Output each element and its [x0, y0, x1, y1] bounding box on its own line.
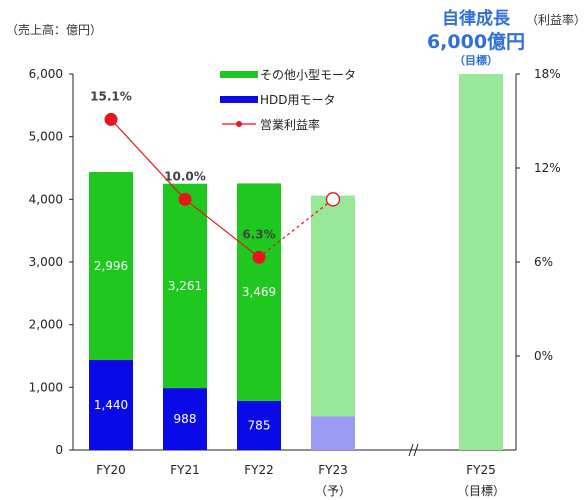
bar-other-motors	[459, 74, 503, 450]
axis-break-mark	[408, 443, 414, 457]
headline-note: （目標）	[454, 53, 498, 67]
right-unit-label: （利益率）	[526, 12, 586, 27]
margin-value-label: 15.1%	[90, 89, 132, 103]
x-tick-label: FY23	[318, 463, 348, 477]
axis-break-mark	[413, 443, 419, 457]
bar-hdd-motors	[89, 359, 133, 450]
x-tick-sublabel: （予）	[315, 484, 351, 498]
margin-line: 15.1% 10.0% 6.3%	[90, 89, 341, 264]
margin-value-label: 10.0%	[164, 169, 206, 183]
x-tick-label: FY20	[96, 463, 126, 477]
margin-point	[178, 192, 192, 206]
y2-tick-label: 18%	[534, 67, 561, 81]
bar-hdd-motors	[311, 416, 355, 450]
margin-value-label: 6.3%	[242, 227, 275, 241]
bar-hdd-motors	[163, 388, 207, 450]
margin-point-forecast	[325, 192, 341, 207]
bar-value-label: 3,261	[168, 279, 202, 293]
bar-value-label: 2,996	[94, 259, 128, 273]
legend-label-other-motors: その他小型モータ	[260, 68, 356, 82]
y-tick-label: 1,000	[29, 380, 63, 394]
bar-other-motors	[163, 183, 207, 389]
y-tick-label: 4,000	[29, 192, 63, 206]
x-tick-sublabel: （目標）	[457, 484, 505, 498]
headline-value: 6,000億円	[427, 30, 525, 53]
x-axis-labels: FY20 FY21 FY22 FY23 （予） FY25 （目標）	[96, 463, 505, 498]
bar-other-motors	[237, 183, 281, 401]
y2-tick-label: 6%	[534, 255, 553, 269]
legend-swatch-hdd-motors	[220, 96, 258, 103]
bar-hdd-motors	[237, 400, 281, 450]
x-tick-label: FY25	[466, 463, 496, 477]
y2-tick-label: 0%	[534, 349, 553, 363]
legend-label-margin: 営業利益率	[260, 117, 320, 132]
bar-value-label: 988	[174, 412, 197, 426]
bar-value-label: 785	[248, 418, 271, 432]
segment-labels: 1,440 2,996 988 3,261 785 3,469	[94, 259, 276, 433]
legend-marker-margin	[236, 121, 242, 127]
margin-line-segment	[184, 198, 260, 258]
legend-swatch-other-motors	[220, 71, 258, 78]
margin-point	[252, 250, 266, 264]
y2-tick-label: 12%	[534, 161, 561, 175]
unit-label: （売上高：億円）	[6, 22, 102, 37]
margin-line-segment	[110, 119, 186, 200]
axes: 0 1,000 2,000 3,000 4,000 5,000 6,000 0% 6% 12% 18…	[29, 67, 561, 457]
x-tick-label: FY21	[170, 463, 200, 477]
margin-point	[104, 112, 118, 126]
bar-value-label: 1,440	[94, 398, 128, 412]
bars	[89, 74, 503, 450]
y-tick-label: 3,000	[29, 255, 63, 269]
bar-other-motors	[311, 195, 355, 417]
y-tick-label: 6,000	[29, 67, 63, 81]
bar-other-motors	[89, 172, 133, 360]
legend-label-hdd-motors: HDD用モータ	[260, 93, 336, 107]
bar-value-label: 3,469	[242, 285, 276, 299]
margin-line-segment-forecast	[258, 198, 334, 258]
headline-title: 自律成長	[442, 8, 511, 29]
y-tick-label: 5,000	[29, 130, 63, 144]
y-tick-label: 2,000	[29, 318, 63, 332]
x-tick-label: FY22	[244, 463, 274, 477]
y-tick-label: 0	[55, 443, 63, 457]
